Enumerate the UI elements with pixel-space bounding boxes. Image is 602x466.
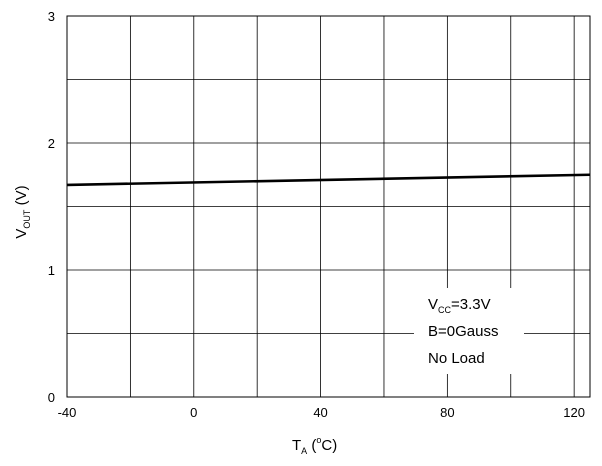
annotation-box xyxy=(414,288,524,374)
annotation-load: No Load xyxy=(428,350,485,367)
annotation-field: B=0Gauss xyxy=(428,323,498,340)
x-tick-label: 120 xyxy=(563,405,585,420)
y-tick-label: 2 xyxy=(48,136,55,151)
x-axis-title: TA (oC) xyxy=(292,435,337,456)
x-tick-label: 80 xyxy=(440,405,454,420)
x-tick-label: 40 xyxy=(313,405,327,420)
y-axis-title: VOUT (V) xyxy=(13,185,32,238)
y-tick-label: 3 xyxy=(48,9,55,24)
series-line xyxy=(66,173,591,187)
annotation-vcc: VCC=3.3V xyxy=(428,296,491,315)
x-tick-label: -40 xyxy=(58,405,77,420)
plot-frame xyxy=(66,15,591,398)
annotation: VCC=3.3V B=0Gauss No Load xyxy=(428,296,498,367)
y-tick-label: 1 xyxy=(48,263,55,278)
x-tick-label: 0 xyxy=(190,405,197,420)
y-tick-label: 0 xyxy=(48,390,55,405)
series-layer xyxy=(66,173,591,187)
